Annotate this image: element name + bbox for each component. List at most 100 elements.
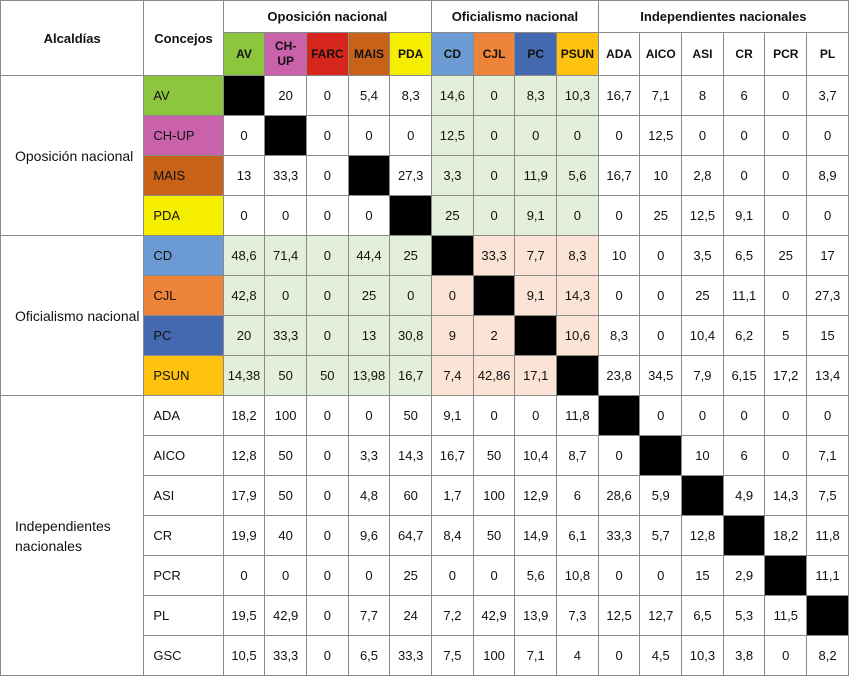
table-row: Oficialismo nacional CD 48,6 71,4 0 44,4 25 33,…: [0, 235, 849, 396]
party-header-ch-up: CH- UP: [264, 32, 307, 76]
table-cell: 5,4: [347, 75, 391, 116]
table-cell: 9,1: [514, 275, 558, 316]
concejos-header: Concejos: [143, 0, 224, 76]
table-cell: 0: [556, 115, 599, 156]
table-cell: 8,2: [806, 635, 849, 676]
table-cell: 11,8: [556, 395, 599, 436]
party-header-cr: CR: [722, 32, 766, 76]
table-cell: 25: [389, 555, 433, 596]
table-cell: 17,1: [514, 355, 558, 396]
table-cell: 42,9: [264, 595, 307, 636]
table-cell: 0: [764, 115, 808, 156]
table-cell: 12,8: [681, 515, 724, 556]
table-cell: 3,3: [431, 155, 474, 196]
table-cell: 48,6: [222, 235, 266, 276]
table-cell: 15: [806, 315, 849, 356]
table-cell: 33,3: [389, 635, 433, 676]
table-cell: 10,3: [681, 635, 724, 676]
table-cell: 40: [264, 515, 307, 556]
table-cell: 0: [305, 555, 349, 596]
table-cell: 3,3: [347, 435, 391, 476]
row-party-label: PSUN: [143, 355, 224, 396]
party-header-pda: PDA: [389, 32, 433, 76]
table-cell: 0: [764, 75, 808, 116]
table-cell: 4: [556, 635, 599, 676]
table-cell: 0: [806, 395, 849, 436]
table-cell: 11,1: [806, 555, 849, 596]
table-cell: 5,7: [639, 515, 683, 556]
party-header-mais: MAIS: [347, 32, 391, 76]
table-row: CR 19,9 40 0 9,6 64,7 8,4 50 14,9 6,1 33,3 5,7 12,8 1…: [1, 515, 849, 556]
party-header-av: AV: [222, 32, 266, 76]
table-cell: 11,9: [514, 155, 558, 196]
row-party-label: PL: [143, 595, 224, 636]
table-cell: 23,8: [597, 355, 641, 396]
table-cell: [639, 435, 683, 476]
table-cell: 27,3: [806, 275, 849, 316]
table-cell: 0: [764, 195, 808, 236]
table-cell: 0: [472, 395, 516, 436]
row-party-label: CJL: [143, 275, 224, 316]
table-cell: 0: [556, 195, 599, 236]
row-party-label: MAIS: [143, 155, 224, 196]
table-row: PL 19,5 42,9 0 7,7 24 7,2 42,9 13,9 7,3 12,5 12,7 6,…: [1, 595, 849, 636]
row-party-label: CD: [143, 235, 224, 276]
table-cell: 0: [639, 395, 683, 436]
table-cell: 14,3: [764, 475, 808, 516]
table-cell: 13,98: [347, 355, 391, 396]
table-cell: 0: [264, 275, 307, 316]
row-party-label: CH-UP: [143, 115, 224, 156]
table-cell: 19,9: [222, 515, 266, 556]
table-cell: 10,8: [556, 555, 599, 596]
table-cell: 24: [389, 595, 433, 636]
table-cell: [722, 515, 766, 556]
row-group-label: Independientes nacionales: [0, 395, 145, 676]
table-row: GSC 10,5 33,3 0 6,5 33,3 7,5 100 7,1 4 0 4,5 10,3 3,8…: [1, 635, 849, 676]
table-cell: 20: [264, 75, 307, 116]
table-cell: [556, 355, 599, 396]
table-cell: 16,7: [597, 155, 641, 196]
group-header-oficialismo: Oficialismo nacional: [431, 0, 599, 33]
table-cell: 0: [305, 475, 349, 516]
table-cell: 10,4: [514, 435, 558, 476]
table-cell: 8: [681, 75, 724, 116]
table-cell: 50: [264, 355, 307, 396]
table-row: Oposición nacional AV 20 0 5,4 8,3 14,6 0 8,3 10,…: [0, 75, 849, 236]
table-cell: 42,9: [472, 595, 516, 636]
table-cell: 0: [347, 115, 391, 156]
table-cell: [222, 75, 266, 116]
table-cell: 0: [347, 195, 391, 236]
party-header-asi: ASI: [681, 32, 724, 76]
table-cell: 25: [431, 195, 474, 236]
table-cell: 6,5: [347, 635, 391, 676]
table-cell: 7,2: [431, 595, 474, 636]
table-cell: 0: [305, 75, 349, 116]
table-cell: 5,9: [639, 475, 683, 516]
table-cell: 50: [472, 435, 516, 476]
table-cell: 50: [305, 355, 349, 396]
table-cell: 0: [347, 555, 391, 596]
table-cell: 6: [722, 75, 766, 116]
alcaldias-header: Alcaldías: [0, 0, 145, 76]
table-cell: 10: [597, 235, 641, 276]
party-header-row: AV CH- UP FARC MAIS PDA CD CJL PC PSUN ADA AICO ASI…: [1, 32, 849, 76]
table-cell: 9,1: [514, 195, 558, 236]
table-cell: 7,1: [639, 75, 683, 116]
table-cell: 25: [389, 235, 433, 276]
table-cell: 16,7: [597, 75, 641, 116]
party-header-psun: PSUN: [556, 32, 599, 76]
table-cell: 0: [639, 315, 683, 356]
table-cell: 12,9: [514, 475, 558, 516]
party-header-pcr: PCR: [764, 32, 808, 76]
table-cell: 10,3: [556, 75, 599, 116]
table-cell: 12,7: [639, 595, 683, 636]
table-cell: 0: [431, 555, 474, 596]
table-cell: 0: [264, 555, 307, 596]
table-cell: 33,3: [264, 635, 307, 676]
table-cell: 0: [305, 195, 349, 236]
table-cell: 0: [305, 435, 349, 476]
table-cell: 0: [597, 635, 641, 676]
table-cell: 14,9: [514, 515, 558, 556]
table-cell: 30,8: [389, 315, 433, 356]
table-cell: 50: [472, 515, 516, 556]
